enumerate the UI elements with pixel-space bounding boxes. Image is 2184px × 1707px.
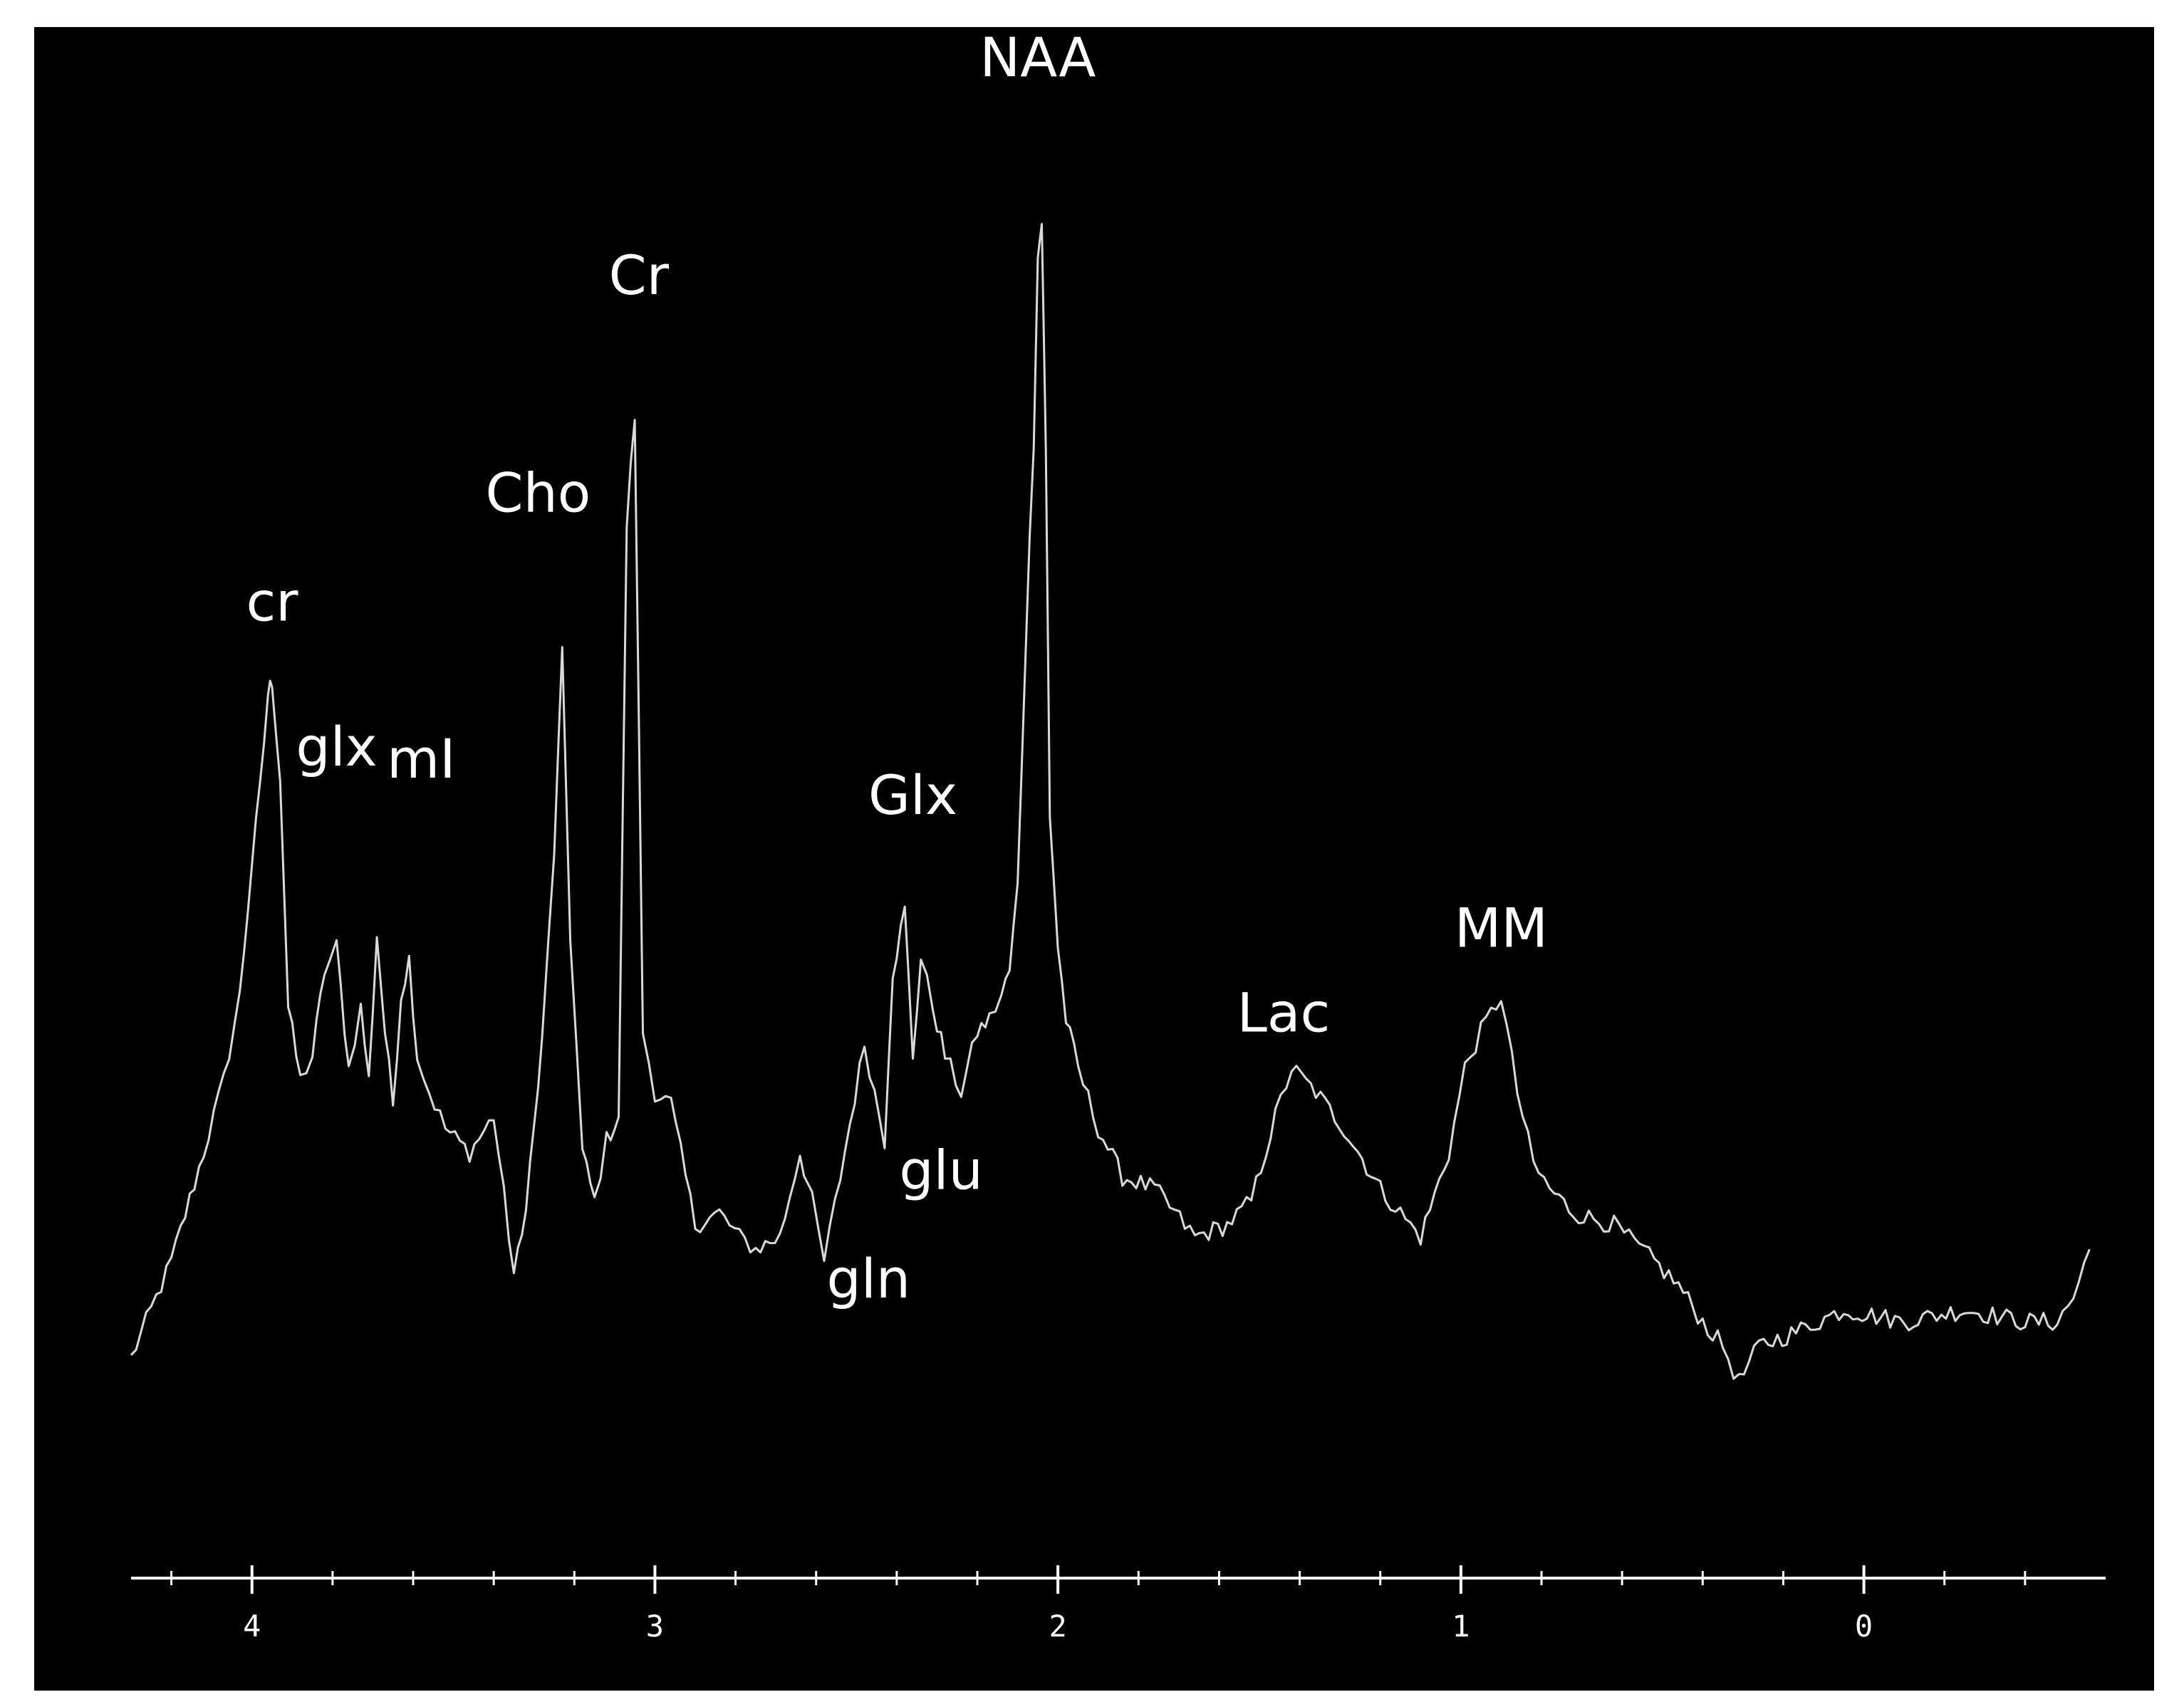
spectrum-panel: 4 3 2 1 0 cr glx mI Cho Cr gln Glx glu NAA Lac MM (34, 27, 2154, 1691)
spectrum-line (130, 223, 2091, 1380)
x-tick-label: 4 (243, 1609, 261, 1644)
mrs-spectrum-chart: 4 3 2 1 0 cr glx mI Cho Cr gln Glx glu NAA Lac MM (130, 27, 2106, 1644)
peak-label-glu: glu (899, 1138, 983, 1201)
peak-label-gln: gln (826, 1247, 910, 1310)
peak-label-naa: NAA (979, 27, 1096, 89)
x-tick-label: 3 (646, 1609, 664, 1644)
peak-label-cr: Cr (609, 244, 670, 307)
peak-label-glx: glx (296, 715, 377, 778)
peak-label-cho: Cho (486, 461, 591, 524)
peak-label-mm: MM (1455, 897, 1548, 960)
spectrum-series (130, 223, 2091, 1380)
peak-labels: cr glx mI Cho Cr gln Glx glu NAA Lac MM (246, 27, 1548, 1310)
peak-label-lac: Lac (1237, 981, 1331, 1045)
x-tick-label: 2 (1049, 1609, 1066, 1644)
peak-label-glx: Glx (868, 763, 957, 827)
x-tick-label: 0 (1855, 1609, 1873, 1644)
peak-label-cr: cr (246, 570, 298, 633)
x-axis-ticks: 4 3 2 1 0 (170, 1565, 2027, 1644)
x-tick-label: 1 (1452, 1609, 1470, 1644)
peak-label-mi: mI (387, 727, 455, 790)
